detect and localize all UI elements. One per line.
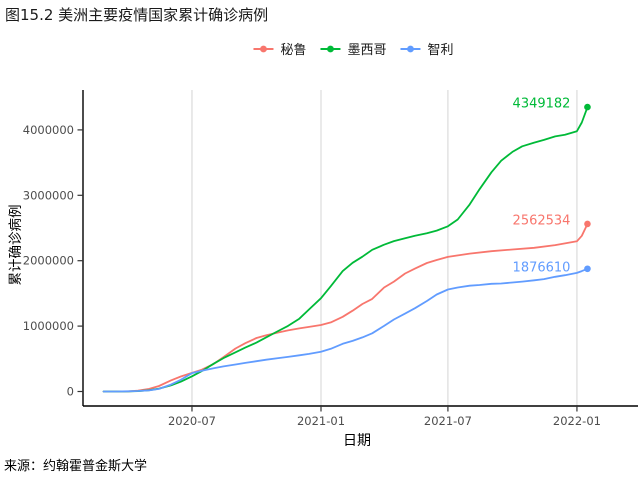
series-endpoint-mexico: [584, 103, 591, 111]
y-tick-label-0: 0: [67, 385, 74, 399]
series-end-label-chile: 1876610: [513, 260, 571, 275]
x-tick-label-2021-07: 2021-07: [424, 414, 472, 428]
y-tick-label-3000000: 3000000: [23, 188, 74, 202]
legend-item-mexico: 墨西哥: [319, 39, 387, 58]
x-tick-label-2020-07: 2020-07: [168, 414, 216, 428]
series-line-mexico: [102, 106, 589, 393]
legend-label-peru: 秘鲁: [280, 43, 307, 58]
legend-key-icon-peru: [253, 45, 274, 52]
figure-title: 图15.2 美洲主要疫情国家累计确诊病例: [5, 6, 269, 24]
series-endpoint-chile: [584, 265, 591, 273]
source-caption: 来源：约翰霍普金斯大学: [4, 459, 148, 474]
legend-label-mexico: 墨西哥: [347, 43, 387, 58]
series-line-peru: [102, 223, 589, 393]
y-tick-label-4000000: 4000000: [23, 123, 74, 137]
y-tick-label-2000000: 2000000: [23, 254, 74, 268]
series-end-label-peru: 2562534: [513, 213, 571, 228]
legend-label-chile: 智利: [427, 43, 454, 58]
legend-key-icon-chile: [400, 45, 421, 52]
y-tick-label-1000000: 1000000: [23, 319, 74, 333]
legend: 秘鲁 墨西哥 智利: [252, 39, 454, 58]
x-tick-label-2021-01: 2021-01: [297, 414, 345, 428]
series-endpoint-peru: [584, 220, 591, 228]
x-axis-title: 日期: [343, 433, 371, 449]
x-tick-label-2022-01: 2022-01: [553, 414, 601, 428]
legend-item-chile: 智利: [400, 39, 454, 58]
series-end-label-mexico: 4349182: [513, 97, 571, 112]
legend-item-peru: 秘鲁: [252, 39, 306, 58]
series-line-chile: [102, 267, 589, 393]
legend-key-icon-mexico: [320, 45, 341, 52]
